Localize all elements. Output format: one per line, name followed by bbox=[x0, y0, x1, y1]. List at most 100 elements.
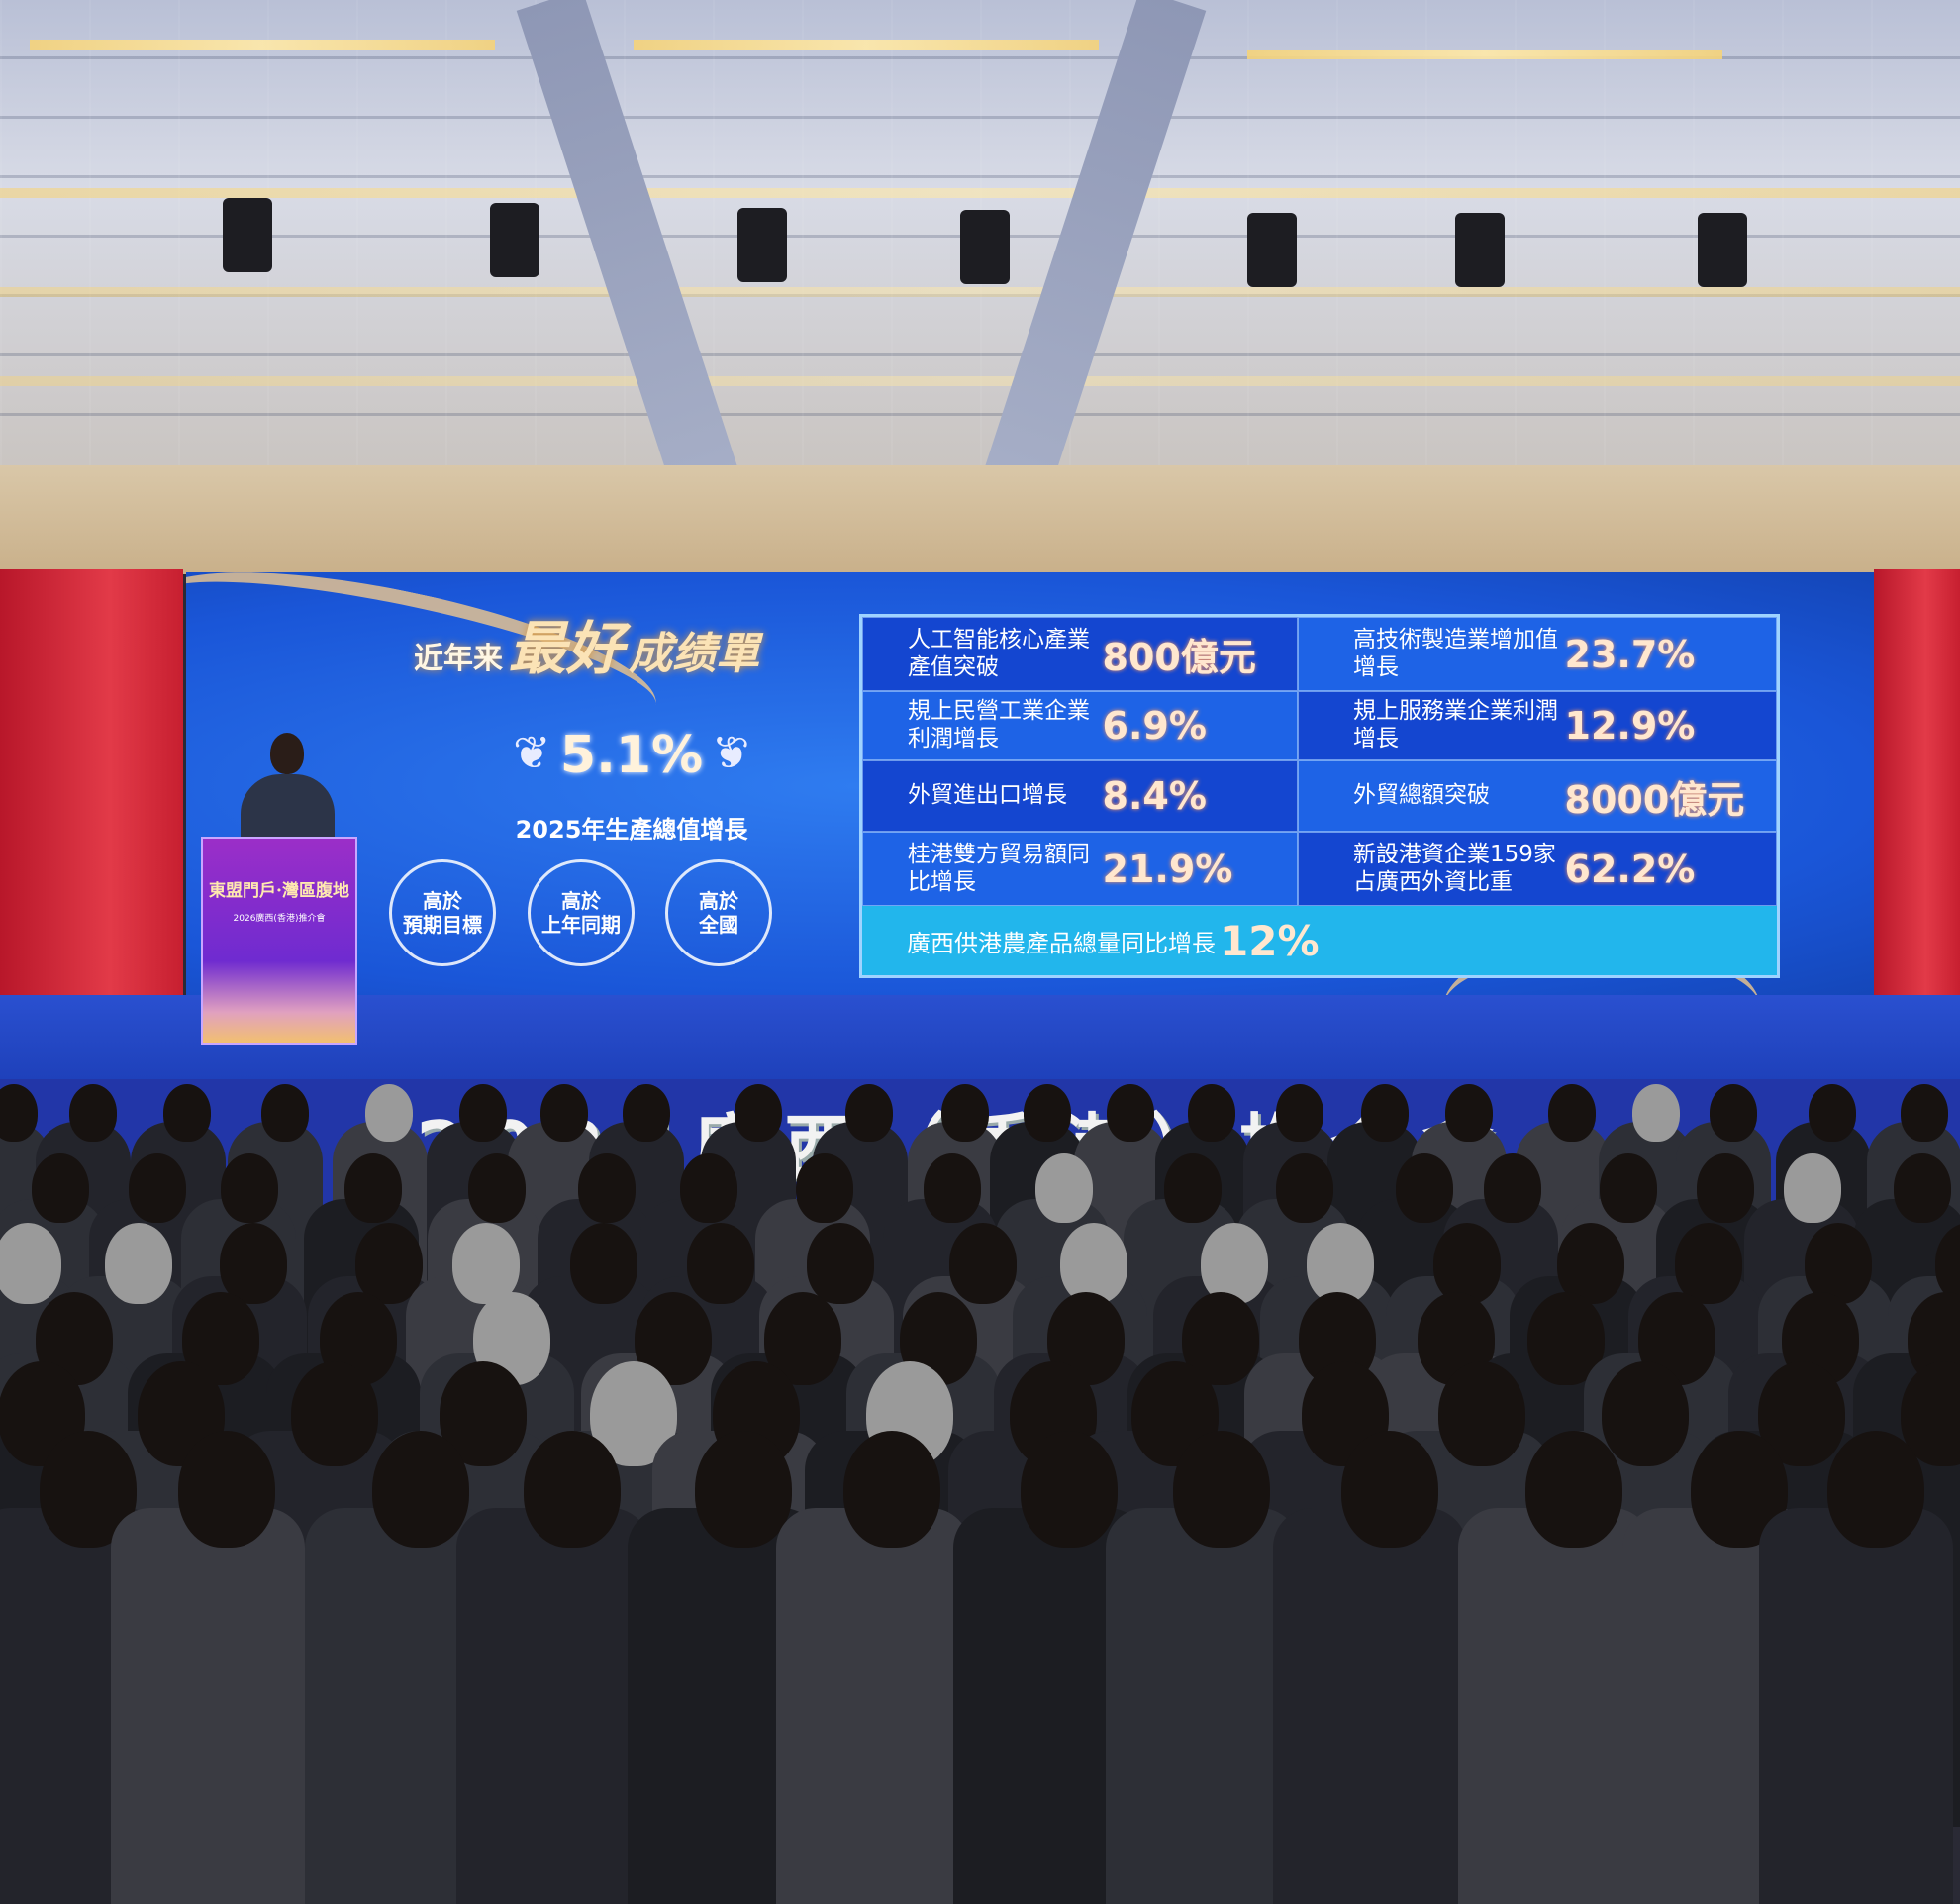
audience-member-head bbox=[1059, 1223, 1127, 1304]
audience-member-head bbox=[679, 1153, 737, 1223]
audience-member-head bbox=[129, 1153, 187, 1223]
audience-member-head bbox=[354, 1223, 423, 1304]
ceiling-light-strip bbox=[30, 40, 495, 50]
audience-member-head bbox=[795, 1153, 853, 1223]
stats-cell: 新設港資企業159家占廣西外資比重 62.2% bbox=[1298, 832, 1777, 906]
stats-value: 800億元 bbox=[1102, 636, 1256, 679]
laurel-left-icon: ❦ bbox=[513, 726, 551, 779]
stats-cell: 人工智能核心產業產值突破 800億元 bbox=[862, 617, 1298, 691]
audience-member-head bbox=[163, 1084, 212, 1142]
stage-spotlight bbox=[737, 208, 787, 282]
audience-member-head bbox=[695, 1431, 793, 1548]
audience-member-head bbox=[1548, 1084, 1597, 1142]
audience-member-head bbox=[0, 1223, 61, 1304]
audience-member-head bbox=[687, 1223, 755, 1304]
audience-member-head bbox=[807, 1223, 875, 1304]
audience-member-head bbox=[1525, 1431, 1623, 1548]
audience-member-head bbox=[1188, 1084, 1236, 1142]
stats-label: 桂港雙方貿易額同比增長 bbox=[908, 841, 1090, 895]
audience-member-head bbox=[1023, 1084, 1071, 1142]
speaker-suit bbox=[241, 774, 335, 844]
audience-member-head bbox=[372, 1431, 470, 1548]
stats-footer-row: 廣西供港農產品總量同比增長 12% bbox=[862, 906, 1777, 975]
audience-member-head bbox=[1340, 1431, 1438, 1548]
speaker-head bbox=[270, 733, 304, 774]
audience-member-head bbox=[734, 1084, 782, 1142]
audience-member-head bbox=[577, 1153, 636, 1223]
footer-label: 廣西供港農產品總量同比增長 bbox=[907, 929, 1216, 957]
stats-label: 規上民營工業企業利潤增長 bbox=[908, 698, 1090, 752]
audience-member-head bbox=[1307, 1223, 1375, 1304]
audience-member-head bbox=[260, 1084, 309, 1142]
ceiling-light-strip bbox=[0, 376, 1960, 386]
stats-label: 高技術製造業增加值增長 bbox=[1353, 626, 1558, 680]
slide-title: 近年来 最好 成绩單 bbox=[414, 615, 760, 682]
ceiling-light-strip bbox=[634, 40, 1099, 50]
audience-member-head bbox=[467, 1153, 526, 1223]
audience-member-head bbox=[923, 1153, 981, 1223]
audience-member-head bbox=[569, 1223, 637, 1304]
stats-cell: 外貿總額突破 8000億元 bbox=[1298, 760, 1777, 832]
audience-member-head bbox=[68, 1084, 117, 1142]
audience-member-head bbox=[1276, 1084, 1324, 1142]
badge-above-target: 高於 預期目標 bbox=[389, 859, 496, 966]
audience-member-head bbox=[540, 1084, 589, 1142]
audience-member-head bbox=[1805, 1223, 1873, 1304]
audience-member-head bbox=[524, 1431, 622, 1548]
audience-member-head bbox=[1173, 1431, 1271, 1548]
footer-value: 12% bbox=[1220, 916, 1320, 965]
audience-member-head bbox=[1437, 1361, 1525, 1466]
audience bbox=[0, 1084, 1960, 1904]
stats-table: 人工智能核心產業產值突破 800億元 高技術製造業增加值增長 23.7% 規上民營工業企… bbox=[859, 614, 1780, 978]
audience-member-head bbox=[1784, 1153, 1842, 1223]
presentation-screen: 近年来 最好 成绩單 ❦ ❦ 5.1% 2025年生產總值增長 高於 預期目標 高… bbox=[186, 572, 1874, 1000]
stage-spotlight bbox=[1247, 213, 1297, 287]
badge-above-national: 高於 全國 bbox=[665, 859, 772, 966]
audience-member-head bbox=[343, 1153, 402, 1223]
audience-member-head bbox=[1894, 1153, 1952, 1223]
stats-value: 6.9% bbox=[1102, 704, 1207, 748]
stats-cell: 規上民營工業企業利潤增長 6.9% bbox=[862, 691, 1298, 760]
audience-member-head bbox=[1601, 1361, 1689, 1466]
audience-member-head bbox=[1433, 1223, 1502, 1304]
audience-member-head bbox=[1275, 1153, 1333, 1223]
stats-label: 人工智能核心產業產值突破 bbox=[908, 626, 1090, 680]
badge-above-last-year: 高於 上年同期 bbox=[528, 859, 635, 966]
audience-member-head bbox=[219, 1223, 287, 1304]
audience-member-head bbox=[221, 1153, 279, 1223]
audience-member-head bbox=[365, 1084, 414, 1142]
audience-member-body bbox=[455, 1508, 650, 1904]
podium-slogan: 東盟門戶·灣區腹地 bbox=[209, 881, 349, 901]
right-red-panel bbox=[1874, 569, 1960, 995]
audience-member-head bbox=[941, 1084, 990, 1142]
audience-member-head bbox=[1034, 1153, 1093, 1223]
audience-member-head bbox=[949, 1223, 1018, 1304]
stats-cell: 規上服務業企業利潤增長 12.9% bbox=[1298, 691, 1777, 760]
audience-member-head bbox=[1709, 1084, 1757, 1142]
gdp-growth-value: 5.1% bbox=[559, 726, 704, 785]
audience-member-body bbox=[110, 1508, 305, 1904]
audience-member-head bbox=[845, 1084, 894, 1142]
back-wall bbox=[0, 465, 1960, 574]
ceiling-light-strip bbox=[0, 188, 1960, 198]
audience-member-head bbox=[178, 1431, 276, 1548]
audience-member-head bbox=[1163, 1153, 1222, 1223]
speaker bbox=[241, 733, 335, 844]
audience-member-head bbox=[1696, 1153, 1754, 1223]
stats-label: 新設港資企業159家占廣西外資比重 bbox=[1353, 841, 1556, 895]
stats-value: 8.4% bbox=[1102, 774, 1207, 818]
stats-cell: 桂港雙方貿易額同比增長 21.9% bbox=[862, 832, 1298, 906]
gdp-growth-label: 2025年生產總值增長 bbox=[515, 816, 748, 844]
podium-event-name: 2026廣西(香港)推介會 bbox=[233, 914, 326, 924]
stats-value: 21.9% bbox=[1102, 847, 1233, 891]
audience-member-head bbox=[1809, 1084, 1857, 1142]
audience-member-head bbox=[1557, 1223, 1625, 1304]
ceiling-light-strip bbox=[0, 287, 1960, 297]
audience-member-head bbox=[622, 1084, 670, 1142]
audience-member-head bbox=[31, 1153, 89, 1223]
audience-member-body bbox=[775, 1508, 970, 1904]
stats-value: 23.7% bbox=[1564, 632, 1696, 676]
audience-member-head bbox=[0, 1084, 38, 1142]
audience-member-head bbox=[1675, 1223, 1743, 1304]
stats-cell: 高技術製造業增加值增長 23.7% bbox=[1298, 617, 1777, 691]
